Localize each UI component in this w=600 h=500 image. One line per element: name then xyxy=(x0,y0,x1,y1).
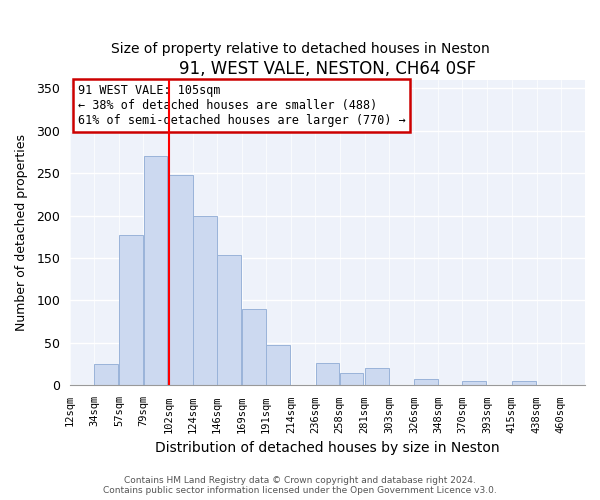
Bar xyxy=(193,216,217,386)
Bar xyxy=(266,344,290,386)
Bar xyxy=(143,156,167,386)
Text: Size of property relative to detached houses in Neston: Size of property relative to detached ho… xyxy=(110,42,490,56)
Bar xyxy=(463,381,486,386)
Text: Contains HM Land Registry data © Crown copyright and database right 2024.
Contai: Contains HM Land Registry data © Crown c… xyxy=(103,476,497,495)
Bar xyxy=(414,378,438,386)
Bar xyxy=(94,364,118,386)
Text: 91 WEST VALE: 105sqm
← 38% of detached houses are smaller (488)
61% of semi-deta: 91 WEST VALE: 105sqm ← 38% of detached h… xyxy=(77,84,406,127)
Bar xyxy=(365,368,389,386)
Bar xyxy=(316,364,340,386)
Title: 91, WEST VALE, NESTON, CH64 0SF: 91, WEST VALE, NESTON, CH64 0SF xyxy=(179,60,476,78)
Bar xyxy=(119,235,143,386)
Bar xyxy=(512,381,536,386)
Y-axis label: Number of detached properties: Number of detached properties xyxy=(15,134,28,331)
Bar xyxy=(242,309,266,386)
Bar xyxy=(217,256,241,386)
X-axis label: Distribution of detached houses by size in Neston: Distribution of detached houses by size … xyxy=(155,441,500,455)
Bar xyxy=(340,372,364,386)
Bar xyxy=(169,174,193,386)
